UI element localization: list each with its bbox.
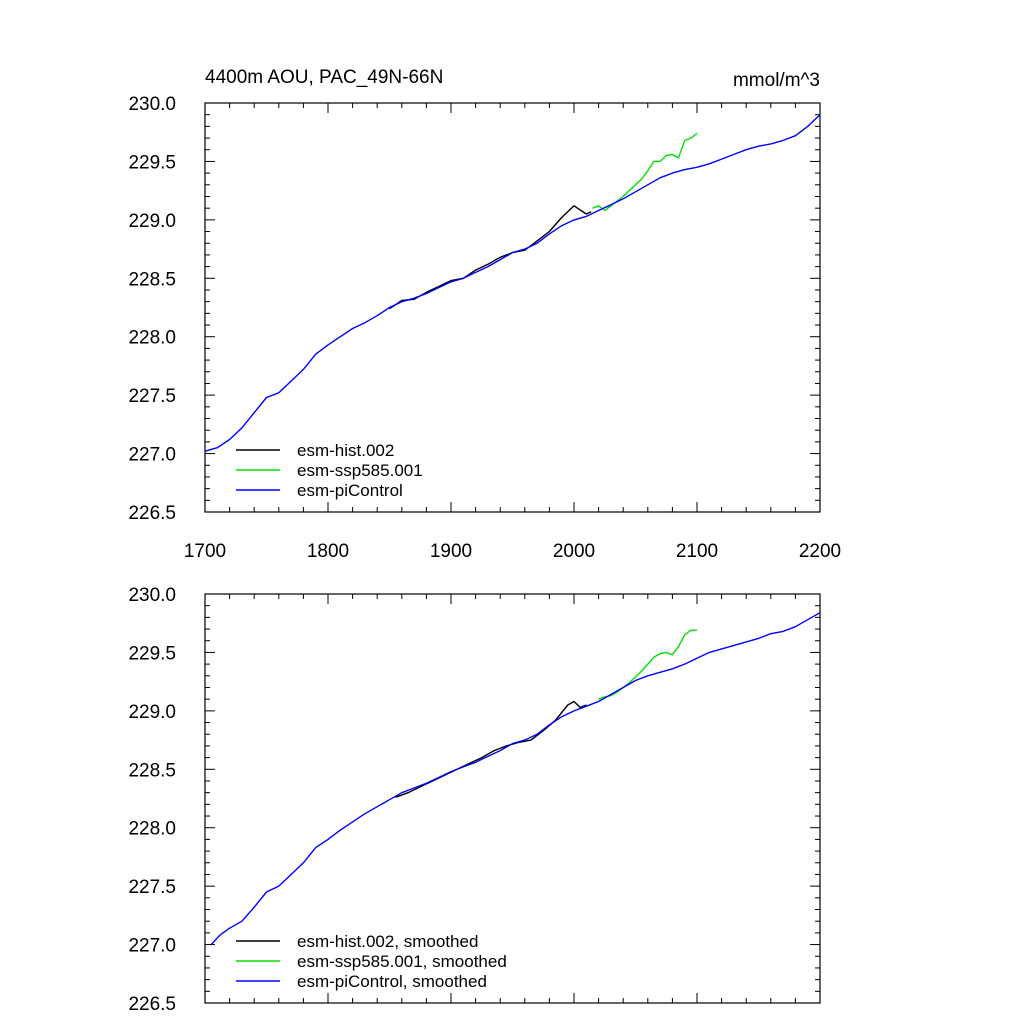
x-tick-label: 2200 (799, 541, 841, 562)
y-tick-label: 227.0 (128, 445, 176, 466)
x-tick-label: 1800 (307, 541, 349, 562)
series-line-esm-piControl (210, 612, 821, 946)
y-tick-label: 230.0 (128, 585, 176, 606)
y-tick-label: 229.0 (128, 702, 176, 723)
legend-label: esm-piControl, smoothed (297, 972, 487, 991)
x-tick-label: 1900 (430, 541, 472, 562)
series-line-esm-piControl (204, 114, 821, 452)
y-tick-label: 230.0 (128, 94, 176, 115)
y-tick-label: 228.0 (128, 819, 176, 840)
plot-frame (204, 102, 821, 513)
chart-units-label: mmol/m^3 (733, 70, 820, 91)
y-tick-label: 226.5 (128, 994, 176, 1015)
y-tick-label: 227.0 (128, 936, 176, 957)
y-tick-label: 229.5 (128, 643, 176, 664)
legend-label: esm-hist.002 (297, 441, 394, 460)
x-tick-label: 2000 (553, 541, 595, 562)
plot-frame (204, 593, 821, 1004)
y-tick-label: 228.0 (128, 328, 176, 349)
y-tick-label: 227.5 (128, 386, 176, 407)
x-tick-label: 2100 (676, 541, 718, 562)
legend-label: esm-ssp585.001, smoothed (297, 952, 507, 971)
y-tick-label: 228.5 (128, 760, 176, 781)
legend-label: esm-ssp585.001 (297, 461, 423, 480)
y-tick-label: 226.5 (128, 503, 176, 524)
series-line-esm-hist.002 (395, 700, 587, 798)
top-panel: 226.5 227.0 227.5 228.0 228.5 229.0 229.5 230.0… (128, 94, 841, 562)
y-tick-label: 229.5 (128, 152, 176, 173)
y-tick-label: 228.5 (128, 269, 176, 290)
series-line-esm-ssp585.001 (592, 132, 698, 212)
y-tick-label: 229.0 (128, 211, 176, 232)
bottom-panel: 226.5 227.0 227.5 228.0 228.5 229.0 229.5 230.0… (128, 585, 821, 1015)
chart-title: 4400m AOU, PAC_49N-66N (205, 67, 443, 88)
legend-label: esm-hist.002, smoothed (297, 932, 478, 951)
legend-label: esm-piControl (297, 481, 403, 500)
y-tick-label: 227.5 (128, 877, 176, 898)
series-line-esm-ssp585.001 (598, 629, 697, 700)
x-tick-label: 1700 (184, 541, 226, 562)
series-line-esm-hist.002 (389, 205, 592, 310)
